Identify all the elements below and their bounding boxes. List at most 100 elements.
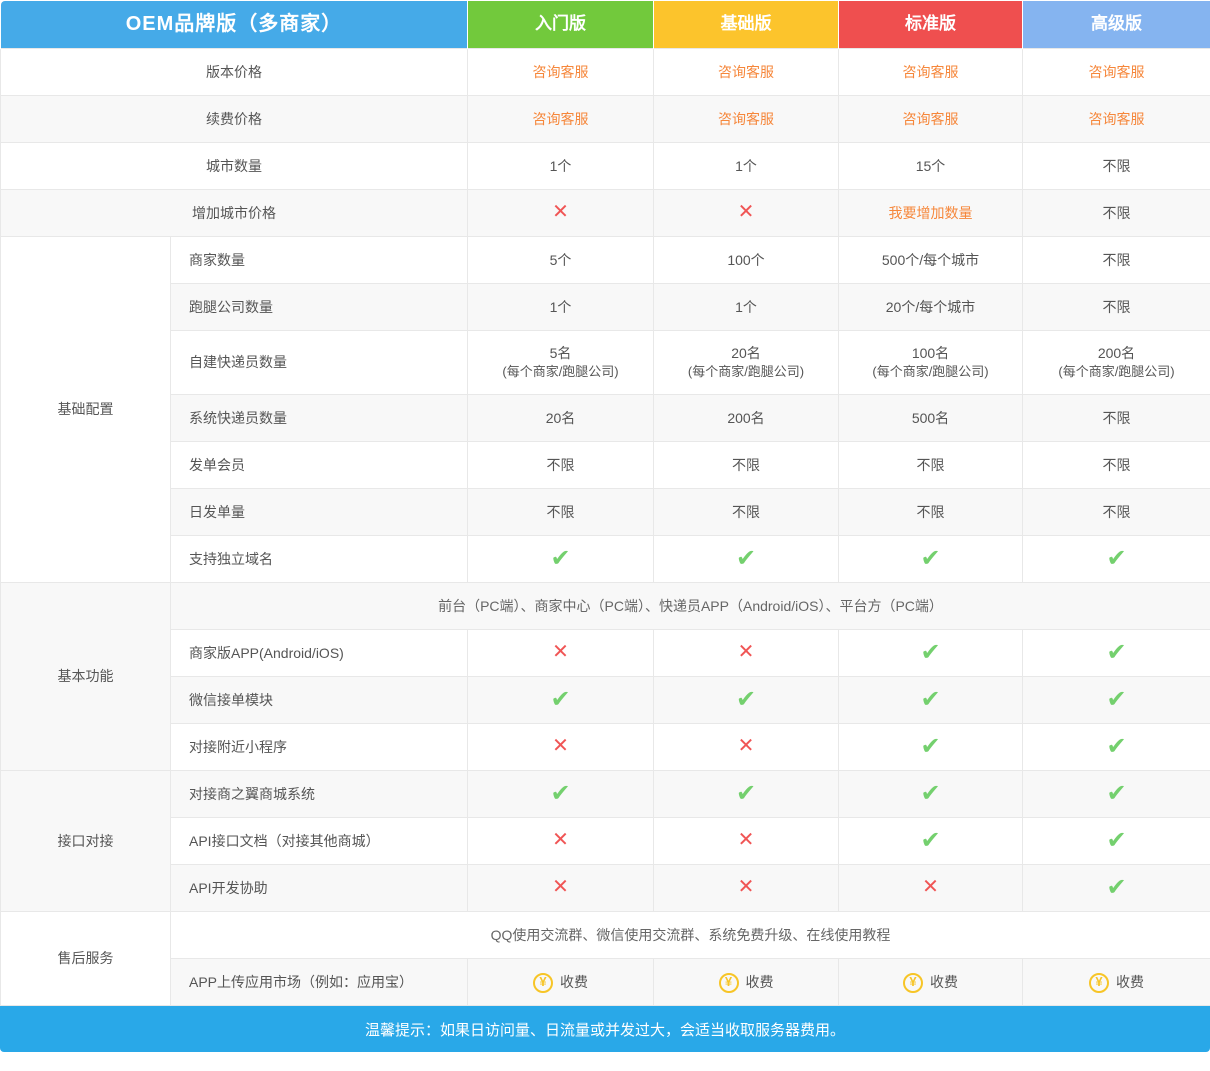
action-link[interactable]: 咨询客服	[718, 63, 774, 80]
action-link[interactable]: 咨询客服	[902, 110, 959, 127]
value-text: 500名	[911, 409, 950, 426]
table-row: 跑腿公司数量 1个 1个 20个/每个城市 不限	[1, 283, 1210, 331]
plan-value-cell: ✕	[653, 864, 839, 912]
fee-label: 收费	[1116, 974, 1144, 991]
cross-icon: ✕	[552, 876, 569, 899]
action-link[interactable]: 咨询客服	[532, 63, 589, 80]
fee-badge: ¥ 收费	[718, 972, 774, 993]
table-row: 对接附近小程序 ✕ ✕ ✔ ✔	[1, 723, 1210, 771]
cross-icon: ✕	[922, 876, 939, 899]
plan-value-cell: ✔	[1022, 723, 1210, 771]
plan-value-cell: 不限	[653, 441, 839, 489]
check-icon: ✔	[735, 544, 757, 572]
action-link[interactable]: 咨询客服	[532, 110, 589, 127]
plan-value-cell: 20名 (每个商家/跑腿公司)	[653, 330, 839, 395]
plan-value-cell: 1个	[653, 142, 839, 190]
feature-label: API开发协助	[170, 864, 468, 912]
value-text: 不限	[732, 456, 760, 473]
plan-value-cell: ✕	[838, 864, 1023, 912]
feature-label: 城市数量	[0, 142, 468, 190]
plan-value-cell: ✕	[653, 189, 839, 237]
value-text: 不限	[732, 503, 760, 520]
table-row: 商家版APP(Android/iOS) ✕ ✕ ✔ ✔	[1, 629, 1210, 677]
value-text: 100名	[911, 344, 950, 361]
cross-icon: ✕	[552, 641, 569, 664]
action-link[interactable]: 我要增加数量	[888, 204, 973, 221]
table-row: 发单会员 不限 不限 不限 不限	[1, 441, 1210, 489]
yen-icon: ¥	[1089, 972, 1109, 993]
value-text: 5个	[549, 251, 572, 268]
included-features-text: 前台（PC端）、商家中心（PC端）、快递员APP（Android/iOS）、平台…	[170, 582, 1210, 630]
plan-value-cell: 100名 (每个商家/跑腿公司)	[838, 330, 1023, 395]
value-text: 20名	[731, 344, 761, 361]
check-icon: ✔	[1106, 826, 1127, 854]
check-icon: ✔	[1106, 873, 1127, 901]
plan-value-cell: 不限	[838, 488, 1023, 536]
check-icon: ✔	[920, 826, 941, 854]
feature-label: 对接附近小程序	[170, 723, 468, 771]
plan-value-cell: 我要增加数量	[838, 189, 1023, 237]
cross-icon: ✕	[552, 735, 569, 758]
spanning-row: 基本功能 前台（PC端）、商家中心（PC端）、快递员APP（Android/iOS…	[0, 582, 1210, 771]
table-row: 基础配置 商家数量 5个 100个 500个/每个城市 不限	[0, 236, 1210, 583]
table-row: 增加城市价格 ✕ ✕ 我要增加数量 不限	[0, 189, 1210, 237]
table-row: API开发协助 ✕ ✕ ✕ ✔	[1, 864, 1210, 912]
plan-value-cell: ✕	[467, 189, 654, 237]
value-text: 不限	[1102, 157, 1131, 174]
action-link[interactable]: 咨询客服	[1088, 110, 1145, 127]
feature-label: 发单会员	[170, 441, 468, 489]
check-icon: ✔	[920, 544, 941, 572]
cross-icon: ✕	[737, 201, 755, 224]
table-row: 续费价格 咨询客服 咨询客服 咨询客服 咨询客服	[0, 95, 1210, 143]
plan-value-cell: ✕	[467, 864, 654, 912]
product-title: OEM品牌版（多商家）	[0, 0, 468, 49]
plan-value-cell: ¥ 收费	[467, 958, 654, 1006]
plan-value-cell: ✔	[467, 770, 654, 818]
footer-notice: 温馨提示：如果日访问量、日流量或并发过大，会适当收取服务器费用。	[0, 1006, 1210, 1052]
plan-value-cell: 200名 (每个商家/跑腿公司)	[1022, 330, 1210, 395]
plan-value-cell: ¥ 收费	[838, 958, 1023, 1006]
table-row: 接口对接 对接商之翼商城系统 ✔ ✔ ✔ ✔	[0, 770, 1210, 912]
plan-value-cell: ✔	[653, 770, 839, 818]
plan-value-cell: 不限	[467, 488, 654, 536]
value-text: 20个/每个城市	[885, 298, 976, 315]
check-icon: ✔	[735, 779, 757, 807]
plan-value-cell: 不限	[1022, 236, 1210, 284]
yen-icon: ¥	[533, 972, 553, 993]
plan-value-cell: ¥ 收费	[1022, 958, 1210, 1006]
plan-value-cell: ✕	[653, 629, 839, 677]
feature-label: 增加城市价格	[0, 189, 468, 237]
group-label: 接口对接	[0, 770, 171, 912]
plan-header-3: 标准版	[838, 0, 1023, 49]
check-icon: ✔	[1106, 638, 1127, 666]
feature-label: 对接商之翼商城系统	[170, 770, 468, 818]
plan-value-cell: 5个	[467, 236, 654, 284]
value-subtext: (每个商家/跑腿公司)	[1058, 364, 1175, 380]
table-row: 城市数量 1个 1个 15个 不限	[0, 142, 1210, 190]
value-text: 1个	[735, 157, 757, 174]
value-text: 不限	[1102, 409, 1131, 426]
plan-value-cell: ✔	[1022, 770, 1210, 818]
cross-icon: ✕	[737, 829, 755, 852]
check-icon: ✔	[550, 685, 571, 713]
table-row: 微信接单模块 ✔ ✔ ✔ ✔	[1, 676, 1210, 724]
table-row: 自建快递员数量 5名 (每个商家/跑腿公司) 20名 (每个商家/跑腿公司) 100名 (每…	[1, 330, 1210, 395]
check-icon: ✔	[920, 732, 941, 760]
plan-value-cell: 20名	[467, 394, 654, 442]
value-text: 不限	[916, 456, 945, 473]
plan-value-cell: 咨询客服	[653, 95, 839, 143]
plan-value-cell: 200名	[653, 394, 839, 442]
action-link[interactable]: 咨询客服	[718, 110, 774, 127]
plan-value-cell: 1个	[653, 283, 839, 331]
value-text: 200名	[727, 409, 765, 426]
plan-value-cell: ✔	[838, 723, 1023, 771]
action-link[interactable]: 咨询客服	[902, 63, 959, 80]
action-link[interactable]: 咨询客服	[1088, 63, 1145, 80]
cross-icon: ✕	[737, 641, 755, 664]
plan-header-2: 基础版	[653, 0, 839, 49]
fee-label: 收费	[745, 974, 774, 991]
check-icon: ✔	[1106, 544, 1127, 572]
plan-value-cell: ✔	[838, 676, 1023, 724]
feature-label: 自建快递员数量	[170, 330, 468, 395]
plan-value-cell: ✕	[467, 817, 654, 865]
